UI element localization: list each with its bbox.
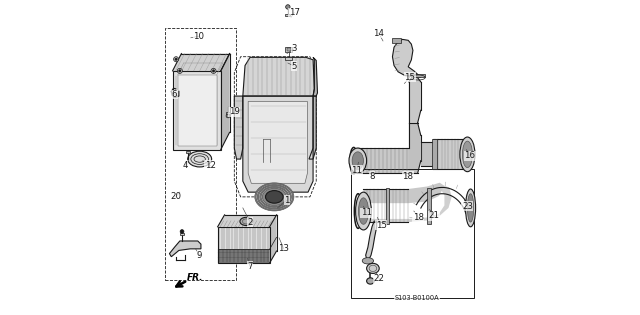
Polygon shape	[173, 54, 230, 71]
Ellipse shape	[255, 183, 294, 211]
Polygon shape	[364, 183, 444, 203]
Ellipse shape	[356, 192, 371, 230]
Ellipse shape	[460, 137, 475, 172]
Ellipse shape	[262, 188, 286, 205]
Bar	[432, 139, 436, 169]
Text: 7: 7	[247, 262, 253, 271]
Text: 22: 22	[374, 274, 385, 283]
Text: FR.: FR.	[186, 272, 203, 282]
Bar	[186, 151, 190, 153]
Ellipse shape	[462, 141, 472, 168]
Text: 3: 3	[291, 44, 297, 53]
Ellipse shape	[188, 151, 212, 167]
Polygon shape	[357, 148, 409, 173]
Polygon shape	[221, 54, 230, 150]
Ellipse shape	[177, 68, 182, 73]
Polygon shape	[218, 249, 269, 263]
Ellipse shape	[175, 58, 177, 60]
Ellipse shape	[352, 152, 364, 169]
Bar	[385, 188, 389, 224]
Polygon shape	[392, 39, 421, 77]
Polygon shape	[421, 142, 433, 166]
Text: 20: 20	[170, 192, 181, 201]
Text: 17: 17	[289, 8, 300, 17]
Text: 16: 16	[464, 152, 475, 160]
Polygon shape	[170, 241, 201, 257]
Polygon shape	[173, 71, 221, 150]
Text: 11: 11	[361, 208, 372, 217]
Ellipse shape	[358, 198, 369, 224]
Text: 2: 2	[247, 218, 253, 226]
Polygon shape	[408, 123, 421, 173]
Bar	[351, 169, 474, 298]
Ellipse shape	[179, 70, 181, 72]
Text: 9: 9	[197, 251, 202, 260]
Text: 4: 4	[182, 161, 188, 170]
Text: 19: 19	[229, 107, 240, 116]
Polygon shape	[243, 96, 313, 192]
Ellipse shape	[367, 278, 374, 284]
Bar	[287, 48, 291, 51]
Bar	[226, 112, 230, 114]
Polygon shape	[313, 57, 317, 96]
Bar	[392, 38, 401, 43]
Ellipse shape	[256, 184, 292, 210]
Ellipse shape	[266, 191, 283, 203]
Polygon shape	[218, 227, 269, 249]
Text: S103-B0100A: S103-B0100A	[395, 295, 439, 301]
Bar	[285, 14, 291, 16]
Bar	[285, 47, 292, 52]
Ellipse shape	[173, 57, 179, 62]
Text: 6: 6	[172, 90, 177, 99]
Ellipse shape	[180, 230, 184, 233]
Polygon shape	[269, 215, 276, 263]
Text: 12: 12	[205, 161, 216, 170]
Text: 11: 11	[351, 166, 362, 175]
Text: 15: 15	[404, 73, 415, 82]
Text: 5: 5	[291, 62, 297, 71]
Ellipse shape	[261, 187, 287, 206]
Ellipse shape	[212, 70, 215, 72]
Text: 1: 1	[284, 196, 290, 204]
Ellipse shape	[367, 263, 380, 273]
Ellipse shape	[259, 186, 290, 208]
Text: 23: 23	[462, 202, 473, 211]
Text: 14: 14	[373, 29, 384, 37]
Bar	[180, 233, 184, 235]
Polygon shape	[309, 96, 316, 159]
Polygon shape	[234, 96, 243, 159]
Bar	[427, 188, 431, 224]
Ellipse shape	[349, 148, 367, 173]
Text: 10: 10	[193, 32, 204, 41]
Text: 18: 18	[402, 172, 413, 181]
Polygon shape	[365, 221, 377, 259]
Bar	[165, 28, 236, 280]
Ellipse shape	[257, 185, 291, 209]
Polygon shape	[243, 57, 314, 96]
Ellipse shape	[467, 194, 474, 222]
Ellipse shape	[240, 217, 253, 226]
Text: 13: 13	[278, 244, 289, 253]
Polygon shape	[218, 215, 276, 227]
Bar	[412, 74, 424, 77]
Text: 21: 21	[429, 211, 440, 220]
Polygon shape	[364, 186, 452, 222]
Text: 8: 8	[369, 172, 375, 181]
Text: 15: 15	[376, 221, 387, 230]
Ellipse shape	[362, 258, 374, 264]
Text: 18: 18	[413, 213, 424, 222]
Ellipse shape	[465, 189, 476, 227]
Ellipse shape	[285, 5, 290, 9]
Ellipse shape	[226, 114, 230, 118]
Ellipse shape	[260, 186, 289, 207]
Polygon shape	[178, 75, 217, 146]
Bar	[285, 57, 292, 60]
Ellipse shape	[211, 68, 216, 73]
Polygon shape	[409, 76, 421, 123]
Polygon shape	[433, 139, 467, 169]
Polygon shape	[248, 101, 307, 183]
